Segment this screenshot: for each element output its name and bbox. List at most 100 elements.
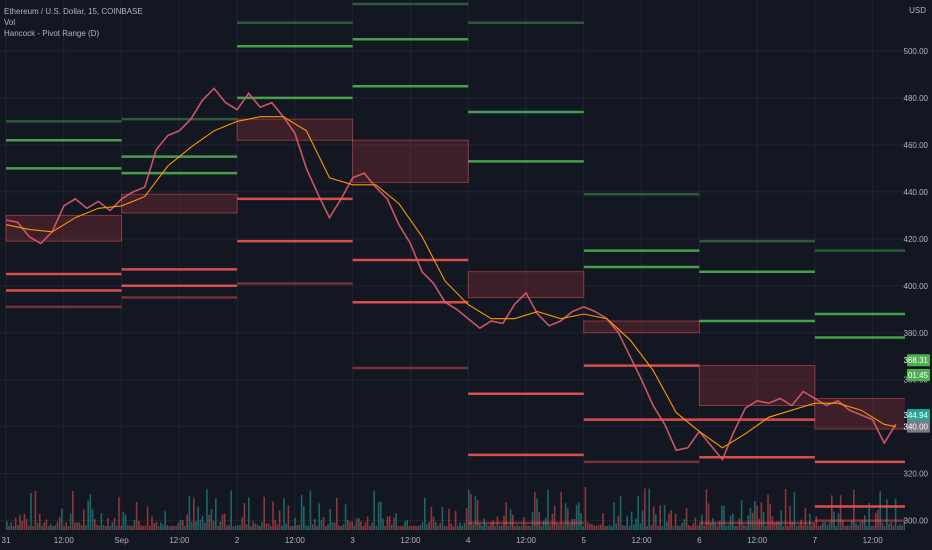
- volume-bar: [413, 525, 415, 530]
- volume-bar: [41, 525, 43, 530]
- volume-bar: [762, 512, 765, 530]
- volume-bar: [113, 517, 116, 530]
- volume-bar: [133, 519, 136, 530]
- volume-bar: [300, 494, 303, 530]
- volume-bar: [331, 522, 334, 530]
- volume-bar: [855, 523, 857, 530]
- volume-bar: [839, 495, 842, 530]
- volume-bar: [505, 502, 507, 530]
- price-lines: [5, 87, 897, 462]
- volume-bar: [294, 517, 296, 530]
- volume-bar: [569, 524, 571, 530]
- volume-bar: [166, 525, 169, 530]
- x-tick-label: 12:00: [285, 536, 306, 545]
- volume-bar: [496, 516, 499, 530]
- price-labels: 368.31 01:45 344.94 340.00: [904, 354, 930, 433]
- volume-bar: [388, 515, 391, 530]
- volume-bar: [529, 525, 532, 530]
- volume-bar: [327, 523, 329, 530]
- x-tick-label: 7: [813, 536, 818, 545]
- volume-bar: [8, 525, 10, 530]
- volume-bar: [371, 522, 373, 530]
- volume-bar: [881, 522, 884, 530]
- symbol-title[interactable]: Ethereum / U.S. Dollar, 15, COINBASE: [4, 7, 143, 16]
- volume-bar: [241, 517, 243, 530]
- volume-bar: [377, 502, 380, 530]
- volume-bar: [160, 522, 162, 530]
- volume-bar: [276, 524, 279, 530]
- x-tick-label: 12:00: [747, 536, 768, 545]
- volume-bar: [584, 487, 587, 530]
- volume-bar: [861, 520, 864, 530]
- volume-bar: [549, 525, 551, 530]
- volume-bar: [846, 525, 848, 530]
- volume-bar: [349, 522, 351, 530]
- volume-bar: [186, 514, 188, 530]
- volume-bar: [663, 504, 666, 530]
- volume-bar: [234, 525, 237, 530]
- currency-label: USD: [909, 6, 926, 15]
- volume-bar: [655, 514, 657, 530]
- volume-bar: [452, 526, 455, 530]
- volume-bar: [54, 525, 56, 530]
- volume-bar: [593, 525, 595, 530]
- volume-bar: [28, 525, 30, 530]
- volume-bar: [666, 521, 668, 530]
- volume-bar: [30, 492, 32, 530]
- volume-bar: [245, 524, 248, 530]
- volume-bars: [6, 487, 906, 530]
- volume-bar: [382, 518, 384, 530]
- volume-bar: [336, 497, 338, 530]
- volume-bar: [221, 514, 224, 530]
- volume-bar: [749, 507, 752, 530]
- volume-bar: [624, 525, 626, 530]
- volume-bar: [538, 512, 540, 530]
- volume-bar: [164, 511, 166, 530]
- volume-bar: [743, 525, 745, 530]
- volume-bar: [527, 525, 529, 530]
- volume-bar: [498, 525, 501, 530]
- volume-bar: [210, 509, 213, 530]
- volume-bar: [397, 525, 400, 530]
- volume-bar: [635, 518, 637, 530]
- price-label: 368.31: [904, 356, 929, 365]
- volume-bar: [789, 506, 791, 530]
- volume-bar: [265, 523, 268, 530]
- volume-bar: [267, 523, 270, 530]
- volume-bar: [890, 522, 892, 530]
- volume-bar: [355, 518, 358, 530]
- volume-bar: [386, 516, 389, 530]
- volume-bar: [120, 525, 122, 530]
- volume-bar: [263, 496, 265, 530]
- volume-bar: [287, 505, 290, 530]
- volume-bar: [859, 521, 862, 530]
- volume-bar: [43, 522, 45, 530]
- volume-bar: [883, 525, 886, 530]
- volume-bar: [201, 515, 204, 530]
- volume-indicator-label[interactable]: Vol: [4, 18, 16, 27]
- volume-bar: [39, 513, 41, 530]
- volume-bar: [558, 524, 560, 530]
- chart-grid: [0, 0, 905, 530]
- volume-bar: [441, 507, 444, 530]
- volume-bar: [758, 518, 760, 530]
- x-tick-label: 6: [697, 536, 702, 545]
- volume-bar: [206, 489, 208, 530]
- volume-bar: [124, 514, 127, 530]
- pivot-indicator-label[interactable]: Hancock - Pivot Range (D): [4, 29, 100, 38]
- price-line: [5, 87, 897, 462]
- price-axis-bg: [905, 0, 932, 550]
- volume-bar: [116, 525, 118, 530]
- volume-bar: [760, 502, 763, 530]
- volume-bar: [443, 525, 446, 530]
- volume-bar: [897, 525, 899, 530]
- x-tick-label: 12:00: [400, 536, 421, 545]
- volume-bar: [824, 521, 826, 530]
- volume-bar: [63, 525, 65, 530]
- volume-bar: [373, 490, 375, 530]
- volume-bar: [369, 525, 371, 530]
- volume-bar: [899, 524, 901, 530]
- volume-bar: [465, 508, 468, 530]
- x-tick-label: 31: [2, 536, 11, 545]
